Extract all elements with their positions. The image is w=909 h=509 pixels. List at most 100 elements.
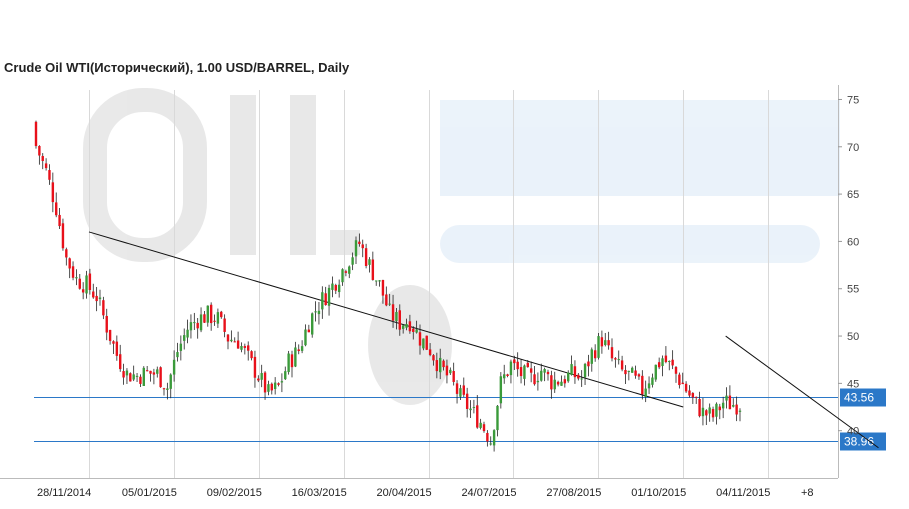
- candle-down: [119, 354, 122, 370]
- candle-down: [435, 360, 439, 372]
- candle-up: [661, 358, 664, 367]
- candle-down: [593, 350, 597, 359]
- candle-up: [311, 313, 314, 335]
- candle-down: [112, 341, 115, 344]
- candle-up: [472, 406, 476, 408]
- level-label: 38.96: [844, 435, 874, 449]
- candle-down: [220, 311, 223, 318]
- chart-title: Crude Oil WTI(Исторический), 1.00 USD/BA…: [4, 60, 350, 75]
- candle-down: [556, 381, 560, 385]
- candle-down: [270, 383, 273, 391]
- candle-up: [644, 388, 647, 397]
- candle-down: [533, 374, 536, 385]
- x-tick-label: 24/07/2015: [461, 487, 516, 499]
- candle-down: [678, 374, 681, 386]
- candle-up: [701, 407, 705, 417]
- candle-down: [41, 156, 44, 162]
- candle-down: [705, 410, 708, 416]
- candle-up: [327, 287, 331, 306]
- candle-down: [728, 395, 732, 410]
- candle-up: [540, 370, 543, 381]
- candle-down: [257, 378, 260, 381]
- candle-down: [688, 390, 691, 396]
- candle-up: [732, 405, 735, 407]
- candle-up: [503, 374, 506, 379]
- candle-down: [391, 304, 395, 321]
- candle-down: [159, 367, 162, 388]
- candle-up: [230, 339, 233, 342]
- candle-down: [711, 409, 715, 418]
- candle-down: [637, 374, 641, 377]
- candle-down: [213, 320, 216, 322]
- candle-up: [479, 422, 482, 428]
- candle-down: [92, 291, 95, 298]
- candle-up: [523, 365, 526, 379]
- candle-down: [149, 370, 152, 374]
- candle-down: [226, 334, 230, 342]
- candle-up: [314, 311, 317, 313]
- candle-down: [452, 370, 455, 382]
- candle-up: [395, 311, 398, 322]
- candle-up: [543, 369, 546, 373]
- candle-down: [614, 358, 617, 360]
- candle-up: [317, 310, 321, 315]
- candle-up: [459, 388, 462, 397]
- candle-up: [273, 382, 277, 390]
- candle-down: [600, 337, 604, 347]
- candle-down: [44, 163, 48, 169]
- candle-up: [560, 381, 563, 386]
- candle-down: [684, 383, 688, 392]
- candle-down: [263, 372, 267, 393]
- candle-up: [651, 377, 654, 385]
- candle-up: [708, 407, 711, 414]
- candle-down: [607, 340, 610, 346]
- candle-up: [378, 280, 381, 282]
- candle-down: [506, 374, 509, 376]
- candle-down: [428, 349, 432, 355]
- candle-down: [145, 370, 149, 372]
- candle-up: [85, 275, 88, 294]
- candle-down: [236, 340, 240, 349]
- x-tick-label: 05/01/2015: [122, 487, 177, 499]
- candle-down: [698, 398, 701, 417]
- candle-down: [371, 259, 375, 280]
- y-tick-label: 55: [847, 284, 859, 296]
- candle-down: [250, 351, 253, 359]
- candle-down: [462, 385, 465, 395]
- price-level-lines: 43.56 38.96: [34, 388, 886, 451]
- candle-down: [529, 368, 533, 373]
- candle-down: [108, 329, 112, 341]
- candle-down: [455, 383, 459, 394]
- candle-down: [550, 375, 553, 390]
- candle-down: [61, 223, 65, 249]
- candle-down: [385, 294, 388, 306]
- x-tick-label: 01/10/2015: [631, 487, 686, 499]
- candle-down: [129, 373, 132, 382]
- candle-up: [321, 292, 324, 310]
- candle-down: [78, 278, 81, 289]
- candle-up: [439, 357, 442, 373]
- candle-down: [88, 273, 92, 291]
- candle-down: [624, 369, 627, 375]
- candle-down: [634, 370, 637, 376]
- y-tick-label: 45: [847, 378, 859, 390]
- candle-up: [75, 277, 78, 279]
- candle-down: [65, 249, 68, 258]
- level-label-box: [840, 432, 886, 451]
- candle-down: [361, 244, 364, 249]
- candle-down: [95, 295, 98, 302]
- candle-up: [351, 257, 354, 265]
- candle-down: [58, 214, 61, 227]
- candle-down: [297, 349, 300, 352]
- candle-up: [375, 280, 378, 282]
- candle-down: [573, 366, 577, 378]
- candle-down: [674, 366, 678, 374]
- candle-up: [617, 359, 620, 361]
- candle-up: [135, 375, 139, 377]
- candle-down: [513, 359, 516, 364]
- candle-up: [725, 395, 728, 401]
- candle-down: [203, 314, 206, 323]
- candle-down: [334, 285, 337, 291]
- candle-up: [156, 369, 159, 374]
- candle-down: [38, 145, 41, 156]
